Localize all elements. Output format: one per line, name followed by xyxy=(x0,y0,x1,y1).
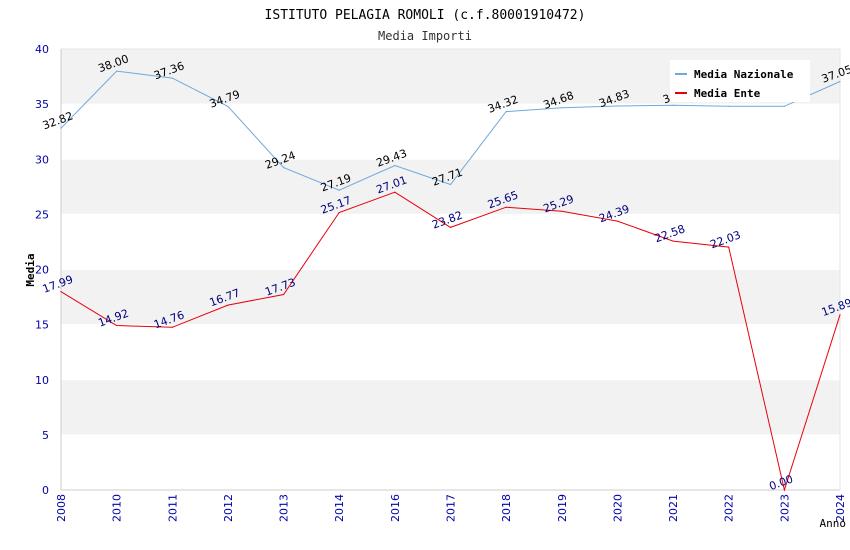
y-axis: 0 5 10 15 20 25 30 35 40 xyxy=(35,43,49,497)
data-point xyxy=(338,211,340,214)
data-point xyxy=(449,183,452,186)
x-tick-label: 2014 xyxy=(333,494,346,522)
data-point xyxy=(505,206,507,208)
x-tick-label: 2022 xyxy=(723,494,736,522)
legend-box xyxy=(670,60,810,102)
plot-background xyxy=(60,48,841,491)
y-tick-label: 40 xyxy=(35,43,49,56)
x-axis: 2008 2010 2011 2012 2013 2014 2016 2017 2018 2019… xyxy=(55,494,847,522)
data-point xyxy=(282,167,285,169)
data-point xyxy=(171,326,173,328)
data-point xyxy=(171,77,173,79)
plot-band xyxy=(61,159,840,215)
data-point xyxy=(227,304,229,306)
x-tick-label: 2013 xyxy=(278,494,291,522)
chart-title: ISTITUTO PELAGIA ROMOLI (c.f.80001910472… xyxy=(265,8,586,23)
data-point xyxy=(227,105,229,108)
data-point xyxy=(839,314,841,316)
y-tick-label: 25 xyxy=(35,208,49,221)
y-tick-label: 0 xyxy=(42,484,49,497)
x-tick-label: 2020 xyxy=(611,494,624,522)
data-point xyxy=(672,104,674,106)
x-tick-label: 2012 xyxy=(222,494,235,522)
data-point xyxy=(561,210,563,212)
y-tick-label: 20 xyxy=(35,264,49,277)
data-point xyxy=(839,80,841,83)
x-tick-label: 2024 xyxy=(834,494,847,522)
data-point xyxy=(394,164,396,167)
data-label: 22.03 xyxy=(708,228,742,251)
plot-band xyxy=(61,379,840,435)
x-tick-label: 2016 xyxy=(389,494,402,522)
x-tick-label: 2019 xyxy=(556,494,569,522)
data-point xyxy=(338,189,340,191)
data-point xyxy=(505,111,507,113)
x-tick-label: 2023 xyxy=(778,494,791,522)
y-tick-label: 15 xyxy=(35,319,49,332)
data-point xyxy=(561,107,563,109)
data-point xyxy=(60,291,62,293)
legend: Media Nazionale Media Ente xyxy=(670,60,810,102)
x-axis-label: Anno xyxy=(820,517,847,530)
x-tick-label: 2017 xyxy=(445,494,458,522)
data-point xyxy=(282,293,285,296)
data-point xyxy=(449,226,452,228)
data-point xyxy=(672,240,674,242)
x-tick-label: 2008 xyxy=(55,494,68,522)
legend-label: Media Ente xyxy=(694,87,761,100)
y-tick-label: 35 xyxy=(35,98,49,111)
data-point xyxy=(616,220,619,222)
legend-label: Media Nazionale xyxy=(694,68,794,81)
data-point xyxy=(728,105,730,107)
data-point xyxy=(116,324,118,327)
data-label: 32.82 xyxy=(41,109,75,132)
series-lines xyxy=(60,70,841,492)
plot-band xyxy=(61,269,840,325)
y-tick-label: 30 xyxy=(35,153,49,166)
y-tick-label: 5 xyxy=(42,429,49,442)
x-tick-label: 2021 xyxy=(667,494,680,522)
data-point xyxy=(783,489,785,491)
data-point xyxy=(60,127,62,129)
chart-subtitle: Media Importi xyxy=(378,29,472,43)
y-axis-label: Media xyxy=(24,253,37,286)
data-point xyxy=(783,105,785,107)
data-point xyxy=(116,70,118,72)
data-point xyxy=(394,191,396,193)
x-tick-label: 2011 xyxy=(166,494,179,522)
x-tick-label: 2010 xyxy=(111,494,124,522)
x-tick-label: 2018 xyxy=(500,494,513,522)
y-tick-label: 10 xyxy=(35,374,49,387)
data-point xyxy=(616,105,619,107)
data-point xyxy=(728,246,730,248)
